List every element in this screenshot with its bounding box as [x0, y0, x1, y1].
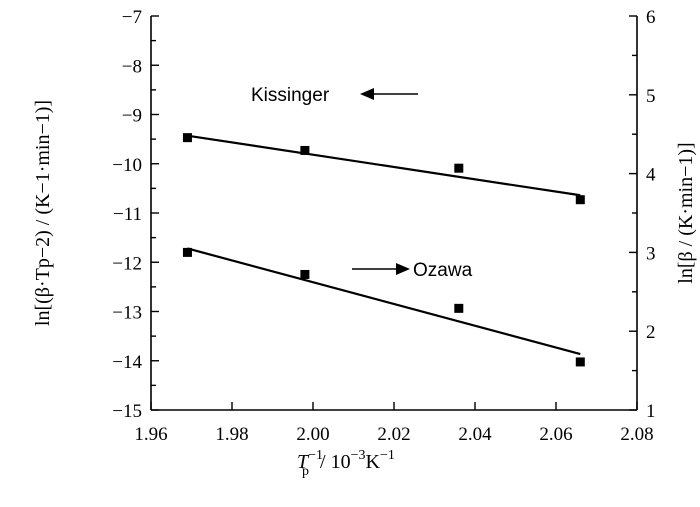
- left-y-axis-title: ln[(β·Tp−2) / (K−1·min−1)]: [32, 100, 54, 326]
- kissinger-arrow-head: [360, 88, 374, 100]
- left-y-tick-label: −11: [113, 204, 142, 225]
- right-y-tick-label: 1: [646, 401, 656, 422]
- kissinger-label: Kissinger: [251, 85, 330, 106]
- kissinger-data-point: [454, 163, 464, 173]
- right-y-tick-label: 4: [646, 165, 656, 186]
- left-y-tick-label: −14: [112, 352, 142, 373]
- plot-frame: [150, 16, 638, 411]
- left-y-tick-label: −10: [112, 155, 142, 176]
- data-points: [182, 133, 585, 367]
- left-y-tick-label: −9: [122, 106, 142, 127]
- ozawa-label: Ozawa: [413, 260, 473, 281]
- left-y-axis-ticks: −15 −14 −13 −12 −11 −10 −9 −8 −7: [112, 7, 159, 422]
- x-tick-label: 2.00: [296, 424, 329, 445]
- ozawa-data-point: [454, 303, 464, 313]
- right-y-tick-label: 3: [646, 243, 656, 264]
- x-tick-label: 2.08: [620, 424, 653, 445]
- right-y-tick-label: 6: [646, 7, 656, 28]
- left-y-tick-label: −15: [112, 401, 142, 422]
- x-tick-label: 1.98: [215, 424, 248, 445]
- x-tick-label: 2.02: [377, 424, 410, 445]
- x-axis-title: T−1 p / 10−3K−1: [297, 448, 395, 479]
- x-title-rest-sup: −3: [351, 448, 366, 463]
- x-tick-label: 2.06: [539, 424, 572, 445]
- ozawa-data-point: [575, 357, 585, 367]
- left-y-tick-label: −8: [122, 56, 142, 77]
- kissinger-data-point: [182, 133, 192, 143]
- x-axis-ticks: 1.96 1.98 2.00 2.02 2.04 2.06 2.08: [134, 402, 654, 445]
- right-y-axis-ticks: 1 2 3 4 5 6: [629, 7, 656, 422]
- ozawa-data-point: [182, 247, 192, 257]
- ozawa-data-point: [300, 269, 310, 279]
- right-y-tick-label: 2: [646, 322, 656, 343]
- x-title-sup: −1: [308, 448, 323, 463]
- left-y-tick-label: −12: [112, 253, 142, 274]
- right-y-axis-title: ln[β / (K·min−1)]: [675, 142, 697, 283]
- fit-lines: [187, 134, 581, 356]
- x-title-main: T: [297, 451, 310, 473]
- kissinger-annotation: Kissinger: [251, 85, 418, 106]
- kissinger-data-point: [300, 145, 310, 155]
- kissinger-data-point: [575, 195, 585, 205]
- ozawa-fit-line: [187, 247, 581, 356]
- left-y-tick-label: −7: [122, 7, 142, 28]
- x-title-unit: K: [366, 451, 381, 473]
- x-title-sub: p: [302, 464, 309, 479]
- x-title-rest: / 10: [315, 451, 351, 473]
- ozawa-arrow-head: [396, 263, 410, 275]
- x-tick-label: 1.96: [134, 424, 167, 445]
- kissinger-fit-line: [187, 134, 581, 197]
- x-title-unit-sup: −1: [380, 448, 395, 463]
- left-y-tick-label: −13: [112, 303, 142, 324]
- ozawa-annotation: Ozawa: [352, 260, 473, 281]
- x-tick-label: 2.04: [458, 424, 492, 445]
- right-y-tick-label: 5: [646, 86, 656, 107]
